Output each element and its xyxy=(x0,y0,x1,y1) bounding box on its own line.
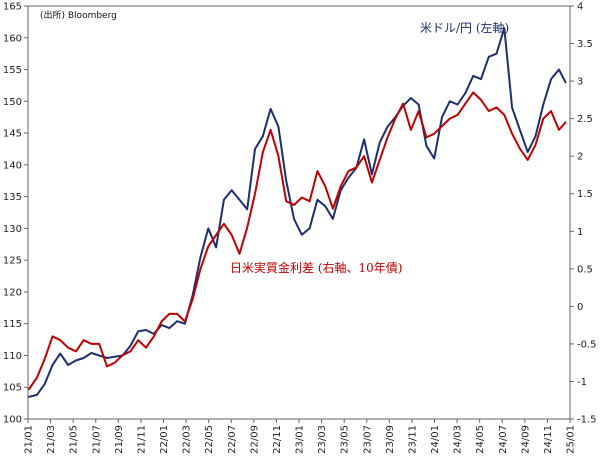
x-axis-tick-label: 24/05 xyxy=(475,425,486,454)
chart-axes: 1001051101151201251301351401451501551601… xyxy=(3,2,597,454)
x-axis-tick-label: 21/07 xyxy=(91,425,102,454)
right-axis-tick-label: 4 xyxy=(577,2,583,13)
x-axis-tick-label: 23/05 xyxy=(340,425,351,454)
x-axis-tick-label: 25/01 xyxy=(566,425,577,454)
left-axis-tick-label: 110 xyxy=(3,351,22,362)
right-axis-tick-label: 3.5 xyxy=(577,39,593,50)
left-axis-tick-label: 125 xyxy=(3,256,22,267)
right-axis-tick-label: 1.5 xyxy=(577,189,593,200)
series-line-usdjpy xyxy=(28,27,567,398)
x-axis-tick-label: 24/01 xyxy=(430,425,441,454)
x-axis-tick-label: 21/03 xyxy=(46,425,57,454)
x-axis-tick-label: 24/09 xyxy=(520,425,531,454)
x-axis-tick-label: 24/07 xyxy=(498,425,509,454)
left-axis-tick-label: 135 xyxy=(3,192,22,203)
right-axis-tick-label: -0.5 xyxy=(577,339,597,350)
x-axis-tick-label: 24/03 xyxy=(453,425,464,454)
x-axis-tick-label: 23/07 xyxy=(362,425,373,454)
right-axis-tick-label: -1.5 xyxy=(577,415,597,426)
x-axis-tick-label: 21/01 xyxy=(24,425,35,454)
x-axis-tick-label: 24/11 xyxy=(543,425,554,454)
x-axis-tick-label: 22/05 xyxy=(204,425,215,454)
right-axis-tick-label: -1 xyxy=(577,377,587,388)
left-axis-tick-label: 165 xyxy=(3,2,22,13)
right-axis-tick-label: 1 xyxy=(577,227,583,238)
left-axis-tick-label: 130 xyxy=(3,224,22,235)
x-axis-tick-label: 21/05 xyxy=(69,425,80,454)
left-axis-tick-label: 100 xyxy=(3,415,22,426)
right-axis-tick-label: 3 xyxy=(577,77,583,88)
x-axis-tick-label: 22/01 xyxy=(159,425,170,454)
left-axis-tick-label: 160 xyxy=(3,33,22,44)
series-label-real-rate-spread: 日米実質金利差 (右軸、10年債) xyxy=(230,260,402,275)
right-axis-tick-label: 0 xyxy=(577,302,583,313)
source-note: (出所) Bloomberg xyxy=(40,9,117,21)
left-axis-tick-label: 145 xyxy=(3,129,22,140)
left-axis-tick-label: 115 xyxy=(3,319,22,330)
right-axis-tick-label: 0.5 xyxy=(577,264,593,275)
x-axis-tick-label: 23/11 xyxy=(407,425,418,454)
x-axis-tick-label: 23/01 xyxy=(295,425,306,454)
left-axis-tick-label: 150 xyxy=(3,97,22,108)
left-axis-tick-label: 120 xyxy=(3,287,22,298)
series-label-usdjpy: 米ドル/円 (左軸) xyxy=(420,20,509,35)
right-axis-tick-label: 2 xyxy=(577,152,583,163)
x-axis-tick-label: 22/07 xyxy=(227,425,238,454)
x-axis-tick-label: 21/11 xyxy=(136,425,147,454)
x-axis-tick-label: 22/11 xyxy=(272,425,283,454)
chart-series xyxy=(28,27,567,398)
x-axis-tick-label: 21/09 xyxy=(114,425,125,454)
x-axis-tick-label: 22/03 xyxy=(182,425,193,454)
left-axis-tick-label: 105 xyxy=(3,383,22,394)
x-axis-tick-label: 23/09 xyxy=(385,425,396,454)
x-axis-tick-label: 23/03 xyxy=(317,425,328,454)
right-axis-tick-label: 2.5 xyxy=(577,114,593,125)
left-axis-tick-label: 140 xyxy=(3,160,22,171)
left-axis-tick-label: 155 xyxy=(3,65,22,76)
x-axis-tick-label: 22/09 xyxy=(249,425,260,454)
series-line-real-rate-spread xyxy=(28,91,567,390)
